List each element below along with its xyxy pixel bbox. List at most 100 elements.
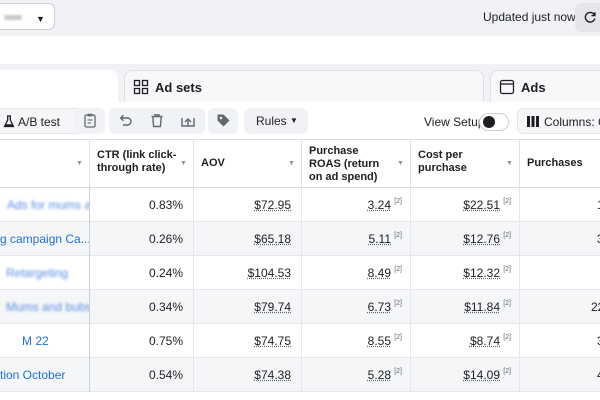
account-selector[interactable]: ▼ xyxy=(0,3,55,30)
roas-value[interactable]: 5.28 xyxy=(367,368,391,382)
cost-per-purchase-value[interactable]: $14.09 xyxy=(463,368,500,382)
aov-value[interactable]: $104.53 xyxy=(247,266,291,280)
cost-per-purchase-value[interactable]: $8.74 xyxy=(469,334,500,348)
footnote-ref: [2] xyxy=(394,198,402,205)
ad-set-name-cell[interactable]: Ads for mums an... xyxy=(0,188,90,222)
footnote-ref: [2] xyxy=(394,266,402,273)
footnote-ref: [2] xyxy=(394,334,402,341)
clipboard-icon xyxy=(84,113,96,128)
roas-cell: 3.24 [2] xyxy=(302,188,411,222)
ctr-value: 0.26% xyxy=(148,232,183,246)
ctr-value: 0.83% xyxy=(148,198,183,212)
aov-value[interactable]: $79.74 xyxy=(254,300,291,314)
cost-per-purchase-value[interactable]: $12.32 xyxy=(463,266,500,280)
sort-caret-icon[interactable]: ▼ xyxy=(76,160,83,167)
sort-caret-icon[interactable]: ▼ xyxy=(506,160,513,167)
ad-set-name-link[interactable]: tion October xyxy=(0,368,66,382)
aov-value[interactable]: $74.38 xyxy=(254,368,291,382)
cost-per-purchase-value[interactable]: $22.51 xyxy=(463,198,500,212)
column-header-purchases[interactable]: Purchases xyxy=(520,140,600,188)
column-header-ctr[interactable]: CTR (link click-through rate) ▼ xyxy=(90,140,194,188)
roas-value[interactable]: 6.73 xyxy=(367,300,391,314)
cost-per-purchase-value[interactable]: $12.76 xyxy=(463,232,500,246)
footnote-ref: [2] xyxy=(503,266,511,273)
sort-caret-icon[interactable]: ▼ xyxy=(180,160,187,167)
purchases-value: 22 xyxy=(591,300,600,314)
tab-ads[interactable]: Ads xyxy=(490,70,600,102)
footnote-ref: [2] xyxy=(503,300,511,307)
sort-caret-icon[interactable]: ▼ xyxy=(397,160,404,167)
cost-per-purchase-cell: $8.74 [2] xyxy=(411,324,520,358)
column-header-label: Cost per purchase xyxy=(418,149,467,174)
table-row[interactable]: Mums and bubs 0.34% $79.74 6.73 [2] $11.84 [2]… xyxy=(0,290,600,324)
ad-set-name-cell[interactable]: Retargeting xyxy=(0,256,90,290)
column-header-name[interactable]: ▼ xyxy=(0,140,90,188)
table-row[interactable]: Ads for mums an...0.83%$72.953.24[2]$22.… xyxy=(0,188,600,222)
aov-cell: $104.53 xyxy=(194,256,302,290)
column-header-label: Purchases xyxy=(527,157,583,169)
ads-window-icon xyxy=(499,79,515,95)
tag-button[interactable] xyxy=(208,108,238,134)
sort-caret-icon[interactable]: ▼ xyxy=(288,160,295,167)
ctr-cell: 0.54% xyxy=(90,358,194,392)
roas-value[interactable]: 5.11 xyxy=(368,232,391,246)
footnote-ref: [2] xyxy=(503,198,511,205)
aov-value[interactable]: $72.95 xyxy=(254,198,291,212)
view-setup-label: View Setup xyxy=(424,115,485,129)
cost-per-purchase-cell: $12.32 [2] xyxy=(411,256,520,290)
tab-ad-sets[interactable]: Ad sets xyxy=(124,70,484,102)
footnote-ref: [2] xyxy=(394,368,402,375)
rules-dropdown[interactable]: Rules ▼ xyxy=(244,108,308,134)
ad-set-name-link[interactable]: M 22 xyxy=(22,334,49,348)
aov-value[interactable]: $65.18 xyxy=(254,232,291,246)
view-setup-toggle[interactable] xyxy=(479,113,509,131)
ctr-cell: 0.83% xyxy=(90,188,194,222)
ctr-cell: 0.75% xyxy=(90,324,194,358)
footnote-ref: [2] xyxy=(503,368,511,375)
trash-icon[interactable] xyxy=(150,113,164,128)
ad-set-name-cell[interactable]: Mums and bubs xyxy=(0,290,90,324)
tab-campaigns[interactable] xyxy=(0,70,118,104)
columns-dropdown[interactable]: Columns: Cu xyxy=(517,108,600,134)
roas-value[interactable]: 8.55 xyxy=(367,334,391,348)
cost-per-purchase-cell: $22.51 [2] xyxy=(411,188,520,222)
column-header-roas[interactable]: Purchase ROAS (return on ad spend) ▼ xyxy=(302,140,411,188)
column-header-aov[interactable]: AOV ▼ xyxy=(194,140,302,188)
ctr-value: 0.24% xyxy=(148,266,183,280)
ad-set-name-link[interactable]: Ads for mums an... xyxy=(7,198,89,212)
refresh-button[interactable] xyxy=(575,3,600,32)
tag-icon xyxy=(217,114,230,127)
roas-value[interactable]: 8.49 xyxy=(367,266,391,280)
column-header-cost-per-purchase[interactable]: Cost per purchase ▼ xyxy=(411,140,520,188)
ad-set-name-link[interactable]: Retargeting xyxy=(6,266,69,280)
table-row[interactable]: Retargeting 0.24% $104.53 8.49 [2] $12.32 [2] xyxy=(0,256,600,290)
ab-test-label: A/B test xyxy=(18,115,61,129)
ad-set-name-link[interactable]: g campaign Ca... xyxy=(0,232,90,246)
tab-ad-sets-label: Ad sets xyxy=(155,80,202,95)
aov-value[interactable]: $74.75 xyxy=(254,334,291,348)
ab-test-button[interactable]: A/B test xyxy=(0,108,82,134)
search-bar[interactable] xyxy=(0,36,600,64)
ad-set-name-cell[interactable]: g campaign Ca... xyxy=(0,222,90,256)
ad-set-name-cell[interactable]: tion October xyxy=(0,358,90,392)
undo-icon[interactable] xyxy=(118,113,133,128)
cost-per-purchase-cell: $11.84 [2] xyxy=(411,290,520,324)
refresh-icon xyxy=(584,11,596,23)
toolbar: A/B test Rules ▼ View Setup xyxy=(0,102,600,140)
table-row[interactable]: M 220.75%$74.758.55[2]$8.74[2]3 xyxy=(0,324,600,358)
roas-value[interactable]: 3.24 xyxy=(367,198,391,212)
ad-set-name-link[interactable]: Mums and bubs xyxy=(6,300,90,314)
cost-per-purchase-value[interactable]: $11.84 xyxy=(464,300,500,314)
duplicate-button[interactable] xyxy=(75,108,105,134)
roas-cell: 6.73 [2] xyxy=(302,290,411,324)
ctr-cell: 0.34% xyxy=(90,290,194,324)
ctr-value: 0.34% xyxy=(148,300,183,314)
export-icon[interactable] xyxy=(180,113,196,128)
ctr-cell: 0.26% xyxy=(90,222,194,256)
table-row[interactable]: g campaign Ca... 0.26% $65.18 5.11 [2] $12.76… xyxy=(0,222,600,256)
purchases-value: 4 xyxy=(597,368,600,382)
ad-set-name-cell[interactable]: M 22 xyxy=(0,324,90,358)
columns-label: Columns: Cu xyxy=(544,115,600,129)
ad-sets-table: ▼ CTR (link click-through rate) ▼ AOV ▼ … xyxy=(0,140,600,400)
